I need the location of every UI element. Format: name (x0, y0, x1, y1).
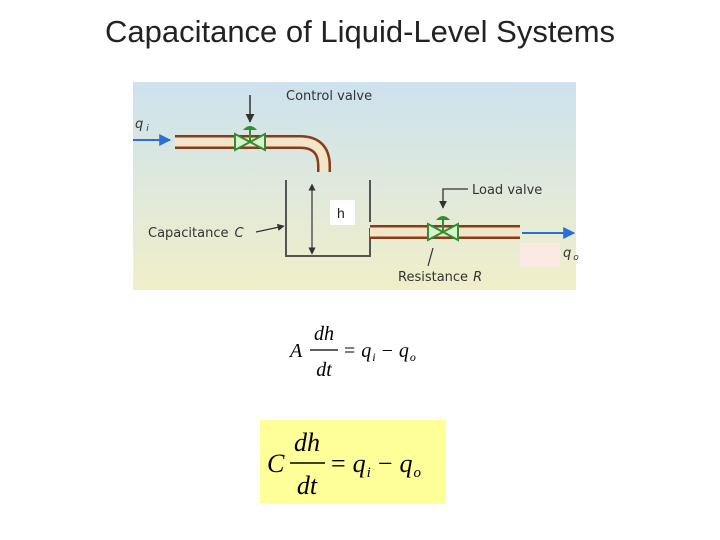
capacitance-arrow (255, 223, 285, 233)
outflow-subscript: o (573, 253, 579, 263)
load-arrow (439, 188, 468, 209)
resistance-text: Resistance (398, 270, 468, 285)
eq-numerator: dh (294, 428, 320, 457)
eq-minus: − (382, 340, 393, 362)
eq-minus: − (378, 449, 393, 478)
resistance-line (427, 247, 434, 267)
eq-numerator: dh (314, 323, 334, 345)
eq-denominator: dt (316, 359, 332, 381)
eq-sub: o (414, 465, 422, 481)
eq-q: q (361, 340, 371, 362)
level-box (330, 200, 355, 225)
eq-coefficient: A (288, 340, 303, 362)
inflow-subscript: i (146, 124, 149, 134)
eq-sub: i (367, 465, 371, 481)
resistance-label: Resistance R (398, 270, 482, 285)
eq-sub: o (410, 350, 416, 364)
control-valve-handle (243, 126, 257, 130)
level-label: h (337, 205, 345, 221)
eq-q: q (400, 449, 413, 478)
resistance-symbol: R (473, 270, 482, 285)
capacitance-text: Capacitance (148, 226, 228, 241)
eq-equals: = (331, 449, 346, 478)
capacitance-symbol: C (234, 226, 244, 241)
inflow-symbol: q (135, 117, 143, 132)
eq-rhs: = qi − qo (344, 340, 416, 364)
eq-rhs: = qi − qo (331, 449, 422, 481)
eq-q: q (353, 449, 366, 478)
load-valve-label: Load valve (472, 183, 542, 198)
eq-sub: i (372, 350, 375, 364)
inlet-pipe-inner (175, 137, 329, 172)
capacitance-label: Capacitance C (148, 226, 244, 241)
eq-coefficient: C (267, 449, 285, 478)
load-valve-handle (436, 216, 450, 220)
equation: A dh dt = qi − qo (288, 323, 416, 381)
eq-denominator: dt (297, 471, 318, 500)
eq-equals: = (344, 340, 355, 362)
eq-q: q (399, 340, 409, 362)
slide-title: Capacitance of Liquid-Level Systems (105, 14, 615, 49)
tank (285, 180, 371, 257)
outflow-patch (520, 243, 560, 267)
control-valve-label: Control valve (286, 89, 372, 104)
highlighted-equation: C dh dt = qi − qo (260, 420, 446, 503)
outflow-symbol: q (563, 246, 571, 261)
equation-box (260, 420, 446, 503)
